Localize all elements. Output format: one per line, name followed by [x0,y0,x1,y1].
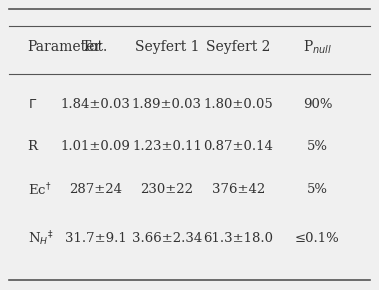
Text: P$_{\mathit{null}}$: P$_{\mathit{null}}$ [303,39,332,56]
Text: $\Gamma$: $\Gamma$ [28,98,37,111]
Text: Seyfert 1: Seyfert 1 [135,40,199,54]
Text: 287±24: 287±24 [69,183,122,196]
Text: 1.89±0.03: 1.89±0.03 [132,98,202,111]
Text: 31.7±9.1: 31.7±9.1 [64,232,126,245]
Text: 1.01±0.09: 1.01±0.09 [61,140,130,153]
Text: N$_{H}$$^{\ddagger}$: N$_{H}$$^{\ddagger}$ [28,229,53,248]
Text: ≤0.1%: ≤0.1% [295,232,340,245]
Text: 376±42: 376±42 [212,183,265,196]
Text: Tot.: Tot. [82,40,108,54]
Text: 1.23±0.11: 1.23±0.11 [132,140,202,153]
Text: 5%: 5% [307,140,328,153]
Text: 5%: 5% [307,183,328,196]
Text: Parameter: Parameter [28,40,102,54]
Text: 3.66±2.34: 3.66±2.34 [132,232,202,245]
Text: R: R [28,140,38,153]
Text: 90%: 90% [303,98,332,111]
Text: 230±22: 230±22 [141,183,193,196]
Text: Ec$^{\dagger}$: Ec$^{\dagger}$ [28,181,51,198]
Text: Seyfert 2: Seyfert 2 [206,40,271,54]
Text: 1.80±0.05: 1.80±0.05 [204,98,273,111]
Text: 1.84±0.03: 1.84±0.03 [61,98,130,111]
Text: 61.3±18.0: 61.3±18.0 [204,232,273,245]
Text: 0.87±0.14: 0.87±0.14 [204,140,273,153]
